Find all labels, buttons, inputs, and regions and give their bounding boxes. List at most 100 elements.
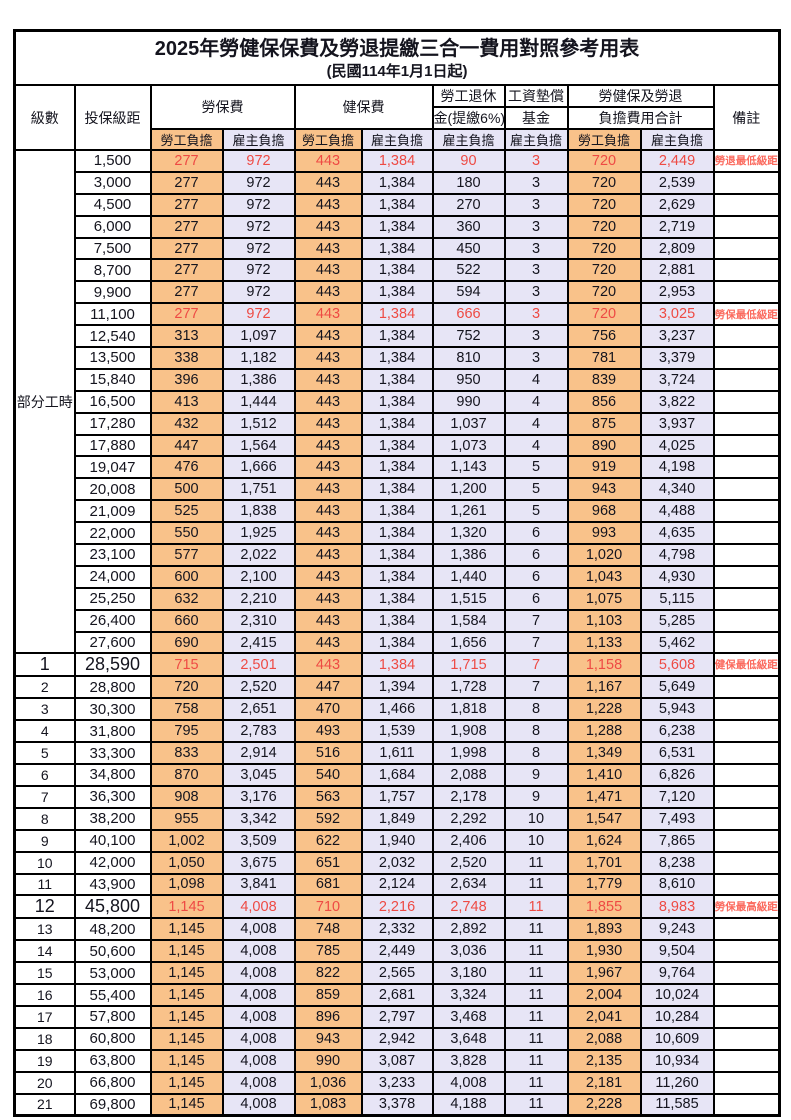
cell-li_emp: 277 xyxy=(149,258,224,283)
cell-pension: 2,520 xyxy=(431,850,506,875)
col-header-note: 備註 xyxy=(712,84,781,151)
cell-hi_er: 1,384 xyxy=(360,608,434,633)
cell-li_er: 3,342 xyxy=(221,806,296,831)
cell-note xyxy=(712,236,781,261)
table-row: 11,100 277 972 443 1,384 666 3 720 3,025 勞保最低級距 xyxy=(15,302,781,327)
cell-li_er: 1,666 xyxy=(221,455,296,480)
cell-hi_er: 2,216 xyxy=(360,894,434,920)
cell-tot_emp: 2,041 xyxy=(566,1004,642,1029)
header-row-groups: 級數 投保級距 勞保費 健保費 勞工退休 工資墊償 勞健保及勞退 備註 xyxy=(13,84,781,151)
cell-hi_emp: 493 xyxy=(293,719,363,744)
cell-note xyxy=(712,1004,781,1029)
cell-tot_emp: 720 xyxy=(566,258,642,283)
cell-li_emp: 1,145 xyxy=(149,894,224,920)
cell-hi_emp: 443 xyxy=(293,302,363,327)
table-row: 部分工時 1,500 277 972 443 1,384 90 3 720 2,449 勞退最低級距 xyxy=(13,148,781,655)
cell-pension: 1,037 xyxy=(431,411,506,436)
cell-fund: 9 xyxy=(503,763,569,787)
cell-tot_er: 9,504 xyxy=(639,939,715,964)
cell-level: 10 xyxy=(13,850,76,875)
cell-bracket: 42,000 xyxy=(73,850,152,875)
cell-hi_er: 1,384 xyxy=(360,433,434,458)
cell-bracket: 15,840 xyxy=(73,367,152,392)
cell-li_emp: 1,145 xyxy=(149,1004,224,1029)
cell-fund: 5 xyxy=(503,455,569,480)
cell-hi_emp: 990 xyxy=(293,1048,363,1073)
cell-hi_emp: 443 xyxy=(293,214,363,239)
cell-hi_emp: 681 xyxy=(293,872,363,897)
cell-hi_er: 2,797 xyxy=(360,1004,434,1029)
cell-level: 14 xyxy=(13,939,76,964)
cell-hi_er: 1,384 xyxy=(360,214,434,239)
cell-hi_emp: 443 xyxy=(293,324,363,349)
cell-tot_emp: 1,855 xyxy=(566,894,642,920)
cell-bracket: 53,000 xyxy=(73,961,152,986)
cell-bracket: 24,000 xyxy=(73,564,152,589)
cell-pension: 2,292 xyxy=(431,806,506,831)
cell-hi_emp: 748 xyxy=(293,917,363,942)
cell-tot_er: 6,531 xyxy=(639,741,715,766)
cell-note xyxy=(712,1048,781,1073)
cell-tot_er: 5,115 xyxy=(639,586,715,611)
title-block: 2025年勞健保保費及勞退提繳三合一費用對照參考用表 (民國114年1月1日起) xyxy=(13,29,781,86)
col-header-health-insurance: 健保費 xyxy=(293,84,434,130)
cell-fund: 8 xyxy=(503,719,569,744)
cell-tot_emp: 1,158 xyxy=(566,652,642,678)
table-row: 4,500 277 972 443 1,384 270 3 720 2,629 xyxy=(15,192,781,217)
cell-li_er: 2,210 xyxy=(221,586,296,611)
cell-tot_er: 4,198 xyxy=(639,455,715,480)
cell-pension: 2,748 xyxy=(431,894,506,920)
cell-level: 16 xyxy=(13,983,76,1007)
cell-pension: 1,998 xyxy=(431,741,506,766)
cell-pension: 1,320 xyxy=(431,521,506,546)
table-row: 22,000 550 1,925 443 1,384 1,320 6 993 4,635 xyxy=(15,521,781,546)
cell-tot_er: 3,937 xyxy=(639,411,715,436)
cell-bracket: 60,800 xyxy=(73,1026,152,1051)
table-row: 23,100 577 2,022 443 1,384 1,386 6 1,020 4,798 xyxy=(15,543,781,567)
cell-pension: 522 xyxy=(431,258,506,283)
cell-bracket: 19,047 xyxy=(73,455,152,480)
col-header-wage-fund-line1: 工資墊償 xyxy=(503,84,569,108)
cell-li_er: 4,008 xyxy=(221,939,296,964)
cell-tot_emp: 1,893 xyxy=(566,917,642,942)
cell-tot_emp: 2,135 xyxy=(566,1048,642,1073)
cell-note: 勞保最高級距 xyxy=(712,894,781,920)
cell-li_emp: 660 xyxy=(149,608,224,633)
cell-li_emp: 1,145 xyxy=(149,917,224,942)
cell-tot_er: 4,930 xyxy=(639,564,715,589)
fee-comparison-table: 2025年勞健保保費及勞退提繳三合一費用對照參考用表 (民國114年1月1日起)… xyxy=(13,29,782,1118)
cell-li_emp: 1,098 xyxy=(149,872,224,897)
cell-li_emp: 1,002 xyxy=(149,828,224,853)
cell-tot_er: 3,379 xyxy=(639,346,715,370)
cell-hi_er: 1,384 xyxy=(360,630,434,655)
table-body: 2025年勞健保保費及勞退提繳三合一費用對照參考用表 (民國114年1月1日起)… xyxy=(13,29,781,1117)
cell-hi_er: 2,942 xyxy=(360,1026,434,1051)
table-row: 14 50,600 1,145 4,008 785 2,449 3,036 11 1,930 9,… xyxy=(13,939,781,964)
cell-note xyxy=(712,521,781,546)
cell-bracket: 48,200 xyxy=(73,917,152,942)
cell-bracket: 66,800 xyxy=(73,1070,152,1095)
table-row: 10 42,000 1,050 3,675 651 2,032 2,520 11 1,701 8,… xyxy=(13,850,781,875)
cell-tot_er: 2,881 xyxy=(639,258,715,283)
cell-hi_emp: 859 xyxy=(293,983,363,1007)
cell-note xyxy=(712,477,781,502)
cell-note xyxy=(712,806,781,831)
cell-pension: 1,073 xyxy=(431,433,506,458)
table-row: 12,540 313 1,097 443 1,384 752 3 756 3,237 xyxy=(15,324,781,349)
cell-tot_emp: 781 xyxy=(566,346,642,370)
cell-fund: 9 xyxy=(503,784,569,809)
cell-bracket: 11,100 xyxy=(73,302,152,327)
cell-pension: 1,656 xyxy=(431,630,506,655)
cell-hi_emp: 443 xyxy=(293,608,363,633)
cell-li_emp: 550 xyxy=(149,521,224,546)
cell-level: 3 xyxy=(13,697,76,722)
cell-tot_emp: 756 xyxy=(566,324,642,349)
cell-bracket: 38,200 xyxy=(73,806,152,831)
subheader-labor-employer: 雇主負擔 xyxy=(221,128,296,151)
cell-pension: 1,440 xyxy=(431,564,506,589)
cell-li_emp: 908 xyxy=(149,784,224,809)
cell-fund: 3 xyxy=(503,236,569,261)
cell-tot_er: 3,237 xyxy=(639,324,715,349)
cell-fund: 5 xyxy=(503,499,569,524)
cell-hi_er: 1,384 xyxy=(360,192,434,217)
